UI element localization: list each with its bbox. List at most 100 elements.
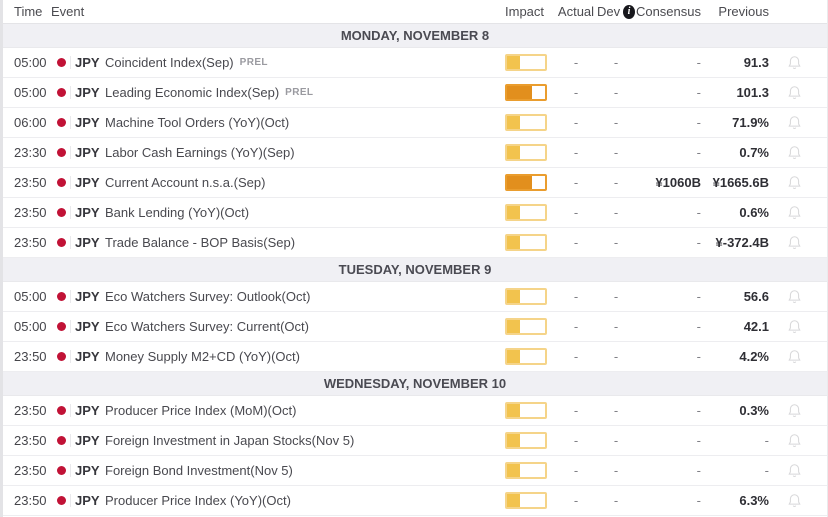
impact-bar-medium [505, 204, 547, 221]
impact-cell [499, 426, 555, 455]
consensus-value: - [696, 403, 701, 418]
currency-dot-cell [51, 282, 71, 311]
bell-icon [787, 115, 801, 129]
consensus-value: - [696, 145, 701, 160]
notification-bell-button[interactable] [786, 492, 803, 510]
notification-bell-button[interactable] [786, 402, 803, 420]
actual-value: - [573, 433, 579, 448]
impact-cell [499, 138, 555, 167]
notification-bell-button[interactable] [786, 318, 803, 336]
notification-bell-button[interactable] [786, 288, 803, 306]
notification-bell-button[interactable] [786, 114, 803, 132]
currency-impact-dot [56, 238, 66, 247]
actual-value: - [573, 175, 579, 190]
impact-cell [499, 486, 555, 515]
currency-impact-dot [56, 148, 66, 157]
previous-value: 0.7% [739, 145, 769, 160]
event-row[interactable]: 23:50 JPY Producer Price Index (YoY)(Oct) -… [3, 486, 827, 516]
event-row[interactable]: 23:30 JPY Labor Cash Earnings (YoY)(Sep) - -… [3, 138, 827, 168]
bell-icon [787, 55, 801, 69]
notification-bell-button[interactable] [786, 84, 803, 102]
event-time: 23:50 [14, 403, 47, 418]
event-name: Labor Cash Earnings (YoY)(Sep) [105, 145, 295, 160]
currency-dot-cell [51, 198, 71, 227]
notification-bell-button[interactable] [786, 54, 803, 72]
deviation-value: - [613, 463, 619, 478]
currency-code: JPY [75, 145, 100, 160]
bell-icon [787, 319, 801, 333]
event-row[interactable]: 23:50 JPY Current Account n.s.a.(Sep) - - ¥10… [3, 168, 827, 198]
impact-bar-medium [505, 318, 547, 335]
currency-impact-dot [56, 406, 66, 415]
event-name: Current Account n.s.a.(Sep) [105, 175, 266, 190]
event-row[interactable]: 05:00 JPY Eco Watchers Survey: Outlook(Oct… [3, 282, 827, 312]
bell-cell [779, 396, 827, 425]
consensus-value: - [696, 433, 701, 448]
bell-icon [787, 403, 801, 417]
info-icon[interactable]: i [623, 4, 635, 19]
bell-icon [787, 433, 801, 447]
notification-bell-button[interactable] [786, 348, 803, 366]
notification-bell-button[interactable] [786, 234, 803, 252]
event-row[interactable]: 23:50 JPY Bank Lending (YoY)(Oct) - - - 0.6% [3, 198, 827, 228]
bell-cell [779, 108, 827, 137]
currency-impact-dot [56, 88, 66, 97]
impact-bar-medium [505, 288, 547, 305]
event-row[interactable]: 05:00 JPY Coincident Index(Sep) PREL - - - 91.3 [3, 48, 827, 78]
event-time: 23:50 [14, 463, 47, 478]
deviation-value: - [613, 319, 619, 334]
previous-value: - [764, 463, 769, 478]
event-name: Bank Lending (YoY)(Oct) [105, 205, 250, 220]
column-header-dev-label: Dev [597, 4, 621, 19]
deviation-value: - [613, 205, 619, 220]
impact-cell [499, 168, 555, 197]
currency-code: JPY [75, 205, 100, 220]
deviation-value: - [613, 289, 619, 304]
notification-bell-button[interactable] [786, 204, 803, 222]
event-time: 05:00 [14, 319, 47, 334]
currency-impact-dot [56, 118, 66, 127]
event-row[interactable]: 23:50 JPY Money Supply M2+CD (YoY)(Oct) - - -… [3, 342, 827, 372]
actual-value: - [573, 205, 579, 220]
bell-icon [787, 145, 801, 159]
currency-impact-dot [56, 466, 66, 475]
deviation-value: - [613, 55, 619, 70]
currency-code: JPY [75, 115, 100, 130]
event-time: 23:50 [14, 433, 47, 448]
event-row[interactable]: 23:50 JPY Trade Balance - BOP Basis(Sep) - -… [3, 228, 827, 258]
currency-code: JPY [75, 403, 100, 418]
event-time: 06:00 [14, 115, 47, 130]
event-time: 23:50 [14, 349, 47, 364]
consensus-value: - [696, 289, 701, 304]
table-header: Time Event Impact Actual Dev i Consensus… [3, 0, 827, 24]
event-row[interactable]: 06:00 JPY Machine Tool Orders (YoY)(Oct) - -… [3, 108, 827, 138]
event-row[interactable]: 23:50 JPY Foreign Investment in Japan Stoc… [3, 426, 827, 456]
bell-icon [787, 289, 801, 303]
impact-cell [499, 396, 555, 425]
event-name: Eco Watchers Survey: Current(Oct) [105, 319, 309, 334]
notification-bell-button[interactable] [786, 144, 803, 162]
impact-bar-medium [505, 462, 547, 479]
currency-dot-cell [51, 312, 71, 341]
event-row[interactable]: 05:00 JPY Eco Watchers Survey: Current(Oct… [3, 312, 827, 342]
day-section-header: TUESDAY, NOVEMBER 9 [3, 258, 827, 282]
currency-dot-cell [51, 228, 71, 257]
notification-bell-button[interactable] [786, 462, 803, 480]
bell-cell [779, 282, 827, 311]
day-section-header: WEDNESDAY, NOVEMBER 10 [3, 372, 827, 396]
column-header-impact: Impact [505, 4, 545, 19]
event-time: 23:50 [14, 205, 47, 220]
currency-code: JPY [75, 175, 100, 190]
event-row[interactable]: 23:50 JPY Producer Price Index (MoM)(Oct) -… [3, 396, 827, 426]
event-row[interactable]: 23:50 JPY Foreign Bond Investment(Nov 5) - -… [3, 456, 827, 486]
consensus-value: - [696, 463, 701, 478]
impact-cell [499, 198, 555, 227]
currency-dot-cell [51, 138, 71, 167]
bell-cell [779, 168, 827, 197]
impact-bar-medium [505, 492, 547, 509]
notification-bell-button[interactable] [786, 432, 803, 450]
notification-bell-button[interactable] [786, 174, 803, 192]
bell-cell [779, 228, 827, 257]
event-row[interactable]: 05:00 JPY Leading Economic Index(Sep) PREL -… [3, 78, 827, 108]
currency-code: JPY [75, 433, 100, 448]
